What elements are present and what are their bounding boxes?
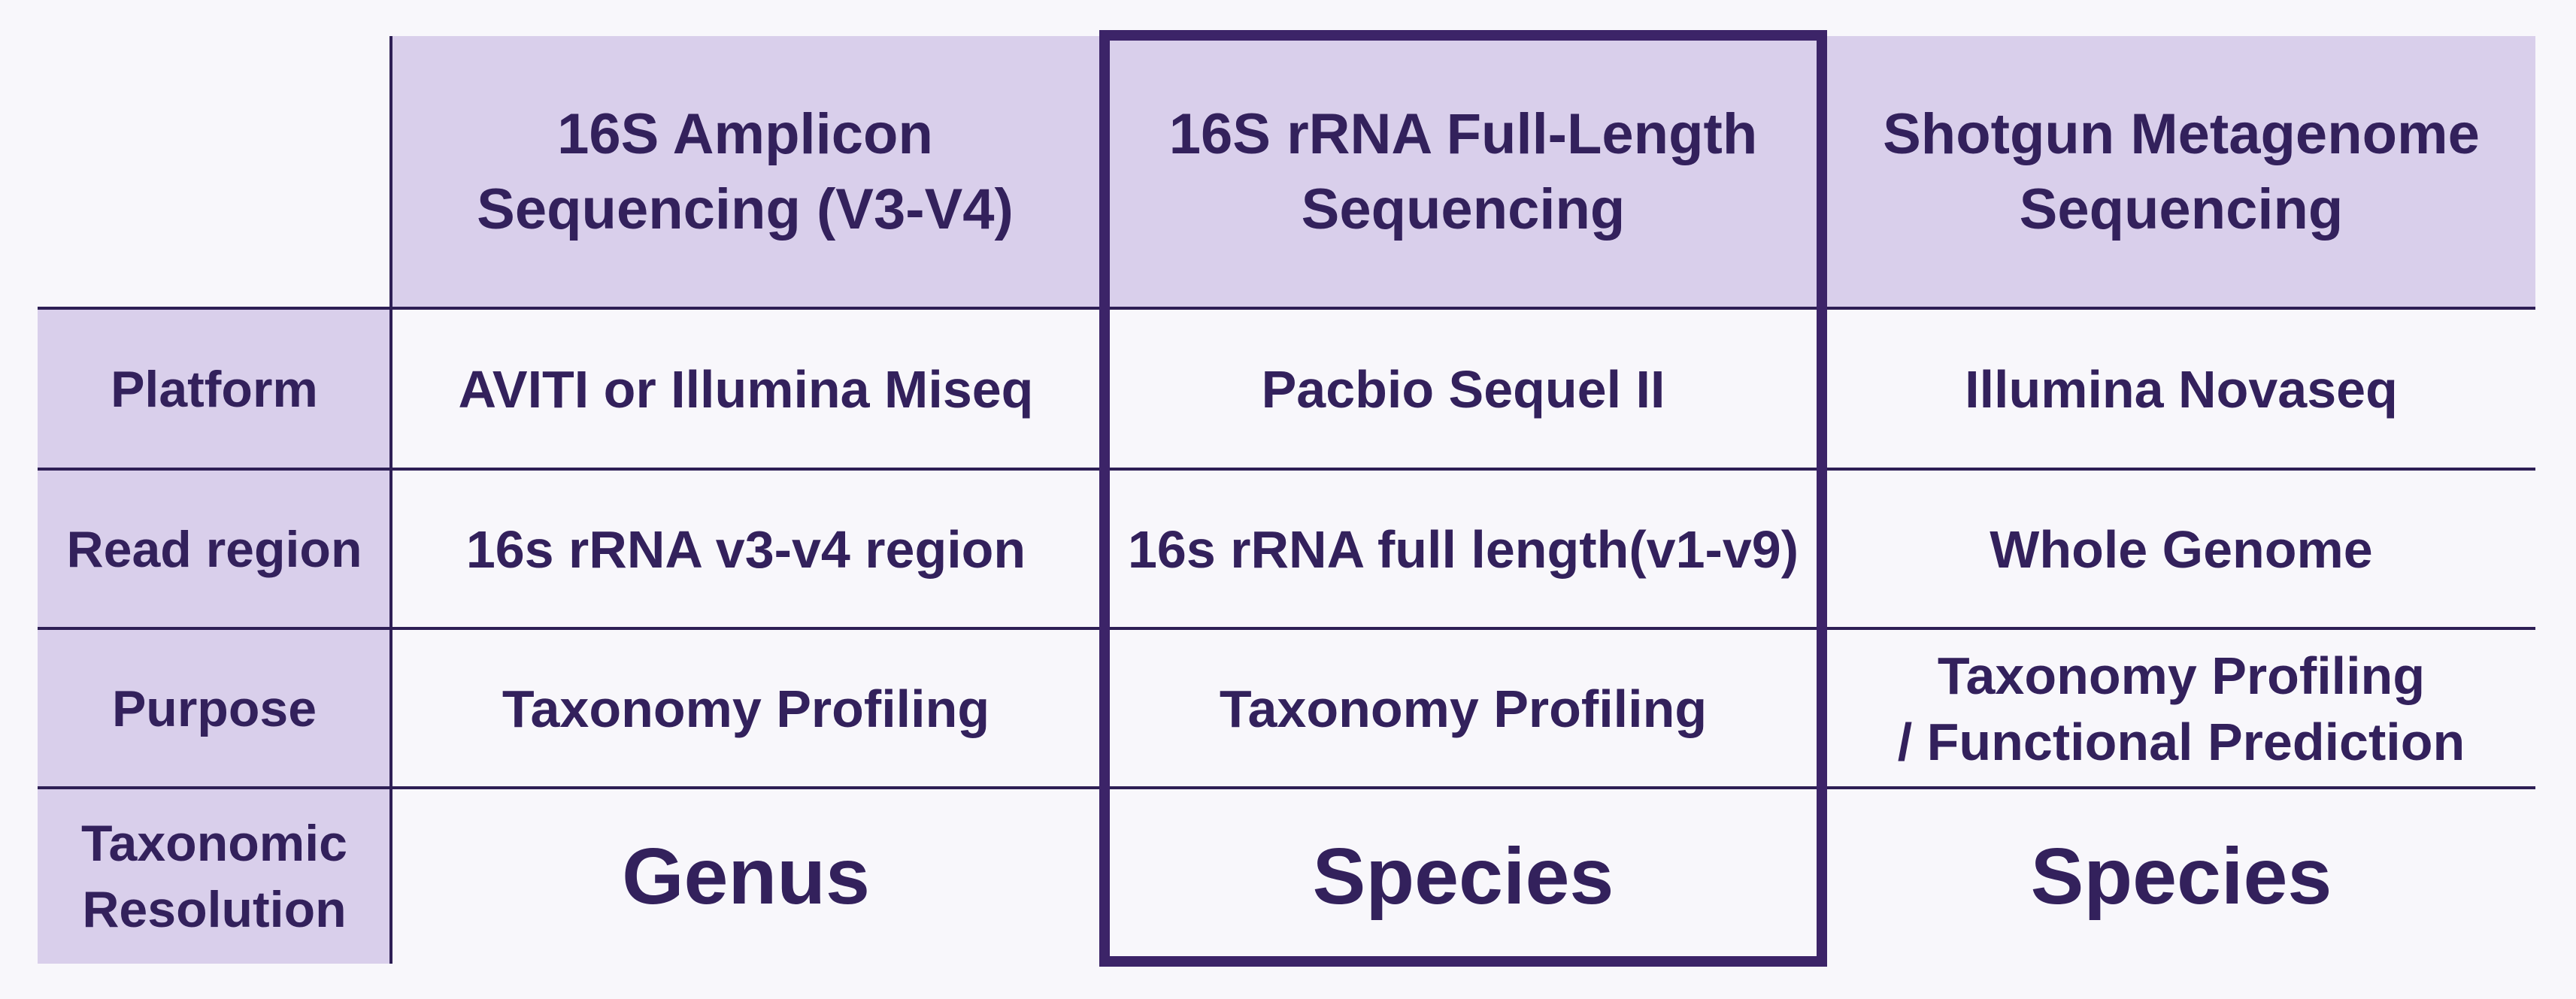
cell-platform-full-length: Pacbio Sequel II — [1261, 360, 1665, 419]
column-divider-row-headers — [389, 36, 392, 964]
column-header-16s-full-length: 16S rRNA Full-Length Sequencing — [1099, 36, 1827, 308]
cell-read-region-shotgun: Whole Genome — [1990, 520, 2373, 579]
cell-platform-shotgun: Illumina Novaseq — [1965, 360, 2398, 419]
row-header-platform: Platform — [38, 310, 391, 469]
row-divider-platform — [38, 468, 2535, 471]
column-header-shotgun-metagenome: Shotgun Metagenome Sequencing — [1827, 36, 2535, 308]
column-header-16s-amplicon: 16S Amplicon Sequencing (V3-V4) — [391, 36, 1099, 308]
cell-resolution-amplicon: Genus — [622, 832, 870, 921]
cell-platform-amplicon: AVITI or Illumina Miseq — [458, 360, 1034, 419]
cell-purpose-full-length: Taxonomy Profiling — [1219, 680, 1708, 738]
cell-read-region-full-length: 16s rRNA full length(v1-v9) — [1127, 520, 1799, 579]
row-divider-header — [38, 307, 2535, 310]
row-divider-read-region — [38, 627, 2535, 630]
row-divider-purpose — [38, 786, 2535, 789]
cell-purpose-shotgun: Taxonomy Profiling / Functional Predicti… — [1897, 646, 2465, 771]
cell-resolution-shotgun: Species — [2030, 832, 2332, 921]
cell-resolution-full-length: Species — [1312, 832, 1614, 921]
cell-purpose-amplicon: Taxonomy Profiling — [502, 680, 990, 738]
row-header-read-region: Read region — [38, 471, 391, 628]
cell-read-region-amplicon: 16s rRNA v3-v4 region — [465, 520, 1026, 579]
row-header-taxonomic-resolution: Taxonomic Resolution — [38, 789, 391, 964]
row-header-purpose: Purpose — [38, 630, 391, 788]
